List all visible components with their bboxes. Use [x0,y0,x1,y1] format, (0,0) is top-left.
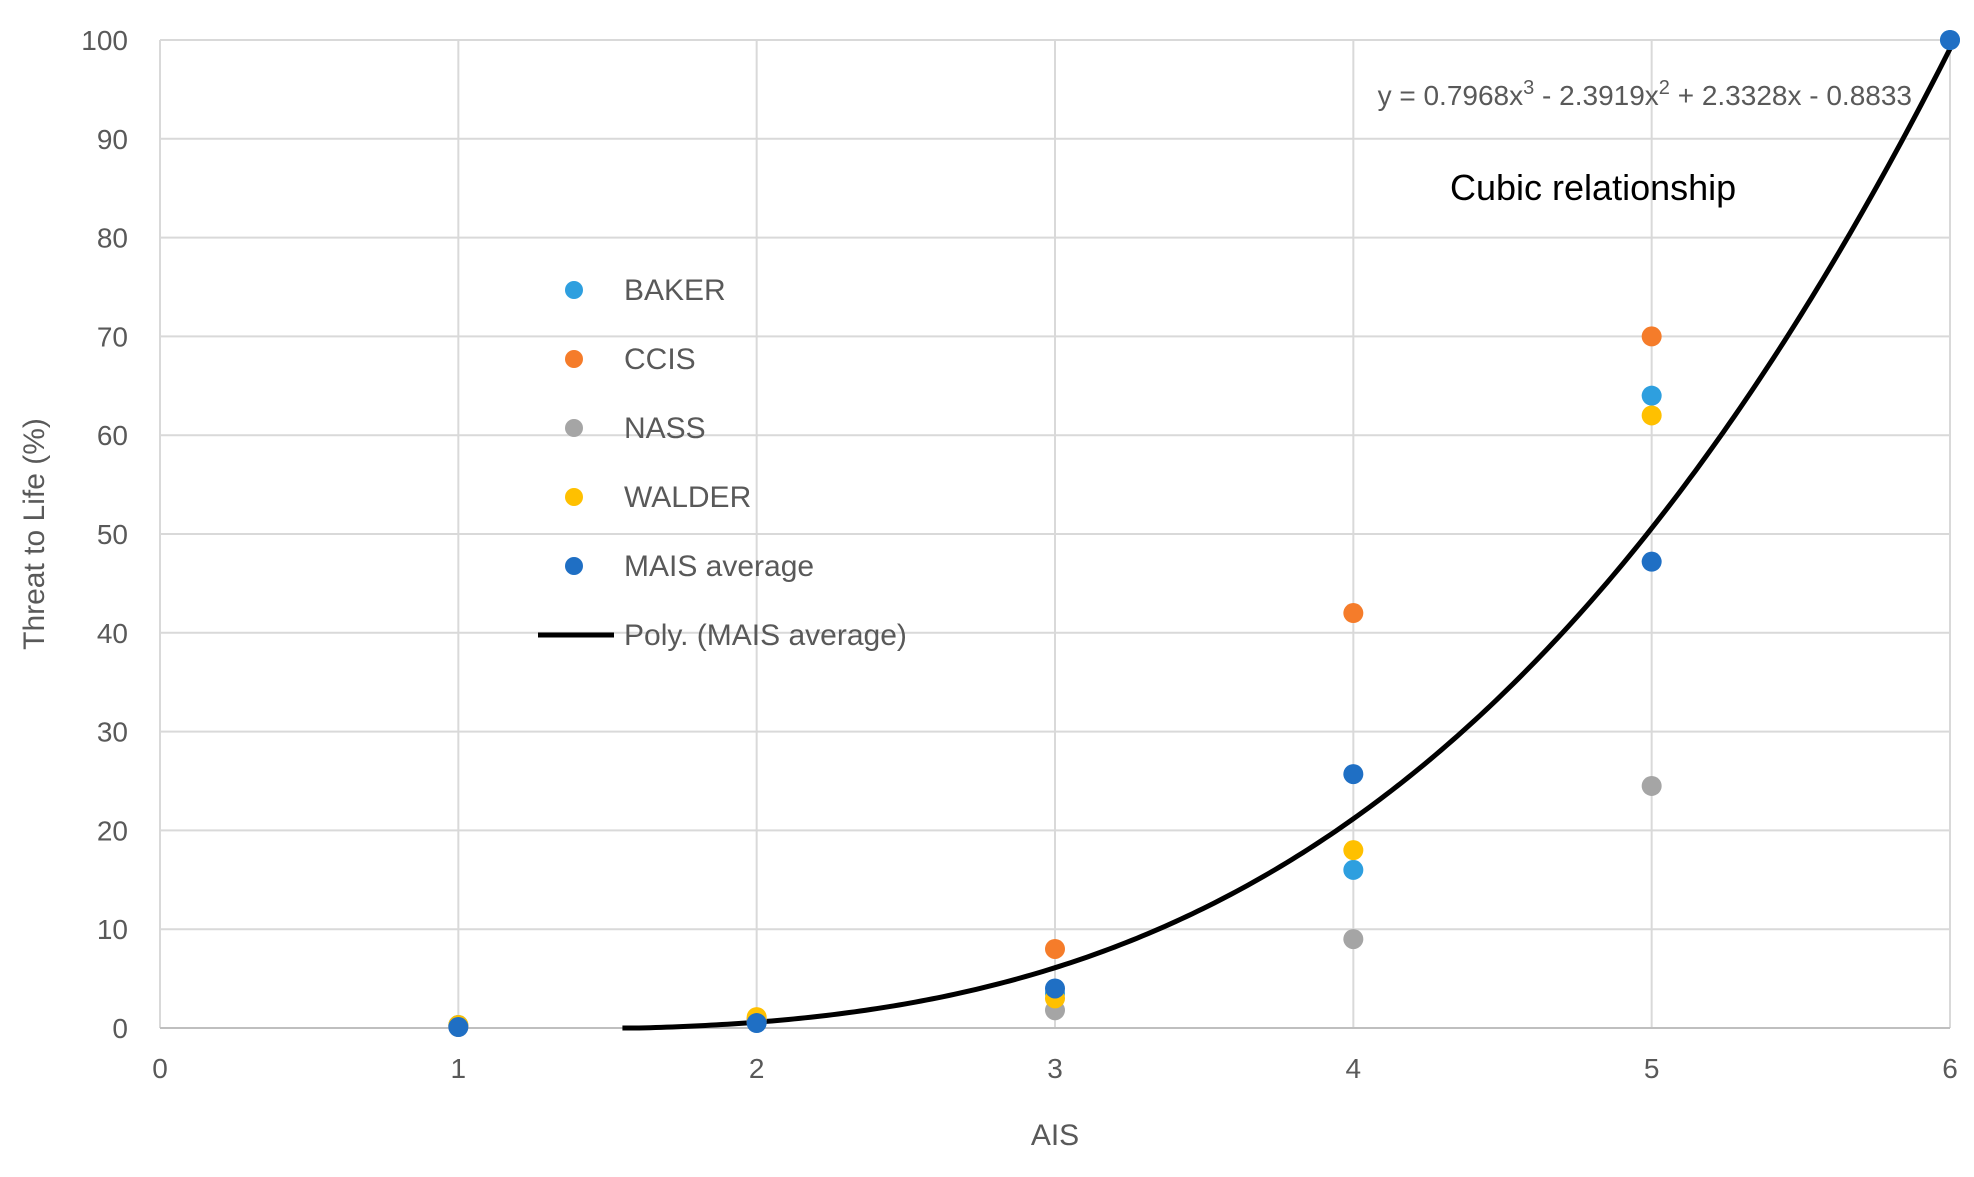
trendline-group [622,47,1953,1031]
point-nass [1641,775,1662,796]
legend-marker-walder [565,488,583,506]
cubic-relationship-annotation: Cubic relationship [1450,167,1736,208]
legend-label-walder: WALDER [624,481,751,514]
point-baker [1343,859,1364,880]
point-mais-average [1045,978,1065,999]
legend-label-trendline: Poly. (MAIS average) [624,619,907,652]
x-tick-label: 4 [1346,1053,1362,1084]
y-tick-label: 40 [97,618,128,649]
equation-exponent: 3 [1523,77,1534,99]
x-tick-label: 1 [451,1053,467,1084]
y-tick-label: 100 [81,25,128,56]
tick-labels: 0 10 20 30 40 50 60 70 80 90 100 0 1 2 3 4 5 6 [81,25,1958,1084]
legend-label-nass: NASS [624,412,706,445]
equation-part: - 2.3919x [1534,80,1659,111]
point-nass [1343,929,1364,950]
equation-exponent: 2 [1659,77,1670,99]
point-ccis [1641,326,1662,347]
trendline-curve [622,47,1953,1031]
x-tick-label: 2 [749,1053,765,1084]
y-tick-label: 70 [97,321,128,352]
x-tick-label: 5 [1644,1053,1660,1084]
y-tick-label: 10 [97,914,128,945]
legend-marker-baker [565,281,583,299]
grid [159,39,1951,1028]
x-tick-label: 6 [1942,1053,1958,1084]
y-tick-label: 90 [97,124,128,155]
y-tick-label: 30 [97,717,128,748]
point-walder [1641,405,1662,426]
legend: BAKER CCIS NASS WALDER MAIS average Poly. (MA… [538,274,907,652]
y-tick-label: 50 [97,519,128,550]
x-tick-label: 0 [152,1053,168,1084]
legend-marker-ccis [565,350,583,368]
point-ccis [1343,603,1364,624]
point-mais-average [1940,30,1960,50]
legend-marker-nass [565,419,583,437]
point-walder [1343,840,1364,861]
legend-label-ccis: CCIS [624,343,696,376]
equation-part: + 2.3328x - 0.8833 [1670,80,1912,111]
y-tick-label: 60 [97,420,128,451]
data-points [448,30,1960,1038]
x-tick-label: 3 [1047,1053,1063,1084]
equation-part: y = 0.7968x [1378,80,1524,111]
y-tick-label: 0 [112,1013,128,1044]
y-axis-title: Threat to Life (%) [18,418,51,650]
point-mais-average [1641,551,1662,572]
point-mais-average [746,1013,767,1034]
legend-marker-mais-average [565,557,583,575]
point-baker [1641,385,1662,406]
legend-label-baker: BAKER [624,274,726,307]
x-axis-title: AIS [1031,1119,1079,1152]
y-tick-label: 20 [97,815,128,846]
point-ccis [1045,938,1065,959]
legend-label-mais-average: MAIS average [624,550,814,583]
point-mais-average [1343,764,1364,785]
point-mais-average [448,1017,469,1038]
y-tick-label: 80 [97,223,128,254]
trendline-equation: y = 0.7968x3 - 2.3919x2 + 2.3328x - 0.88… [1378,77,1912,111]
